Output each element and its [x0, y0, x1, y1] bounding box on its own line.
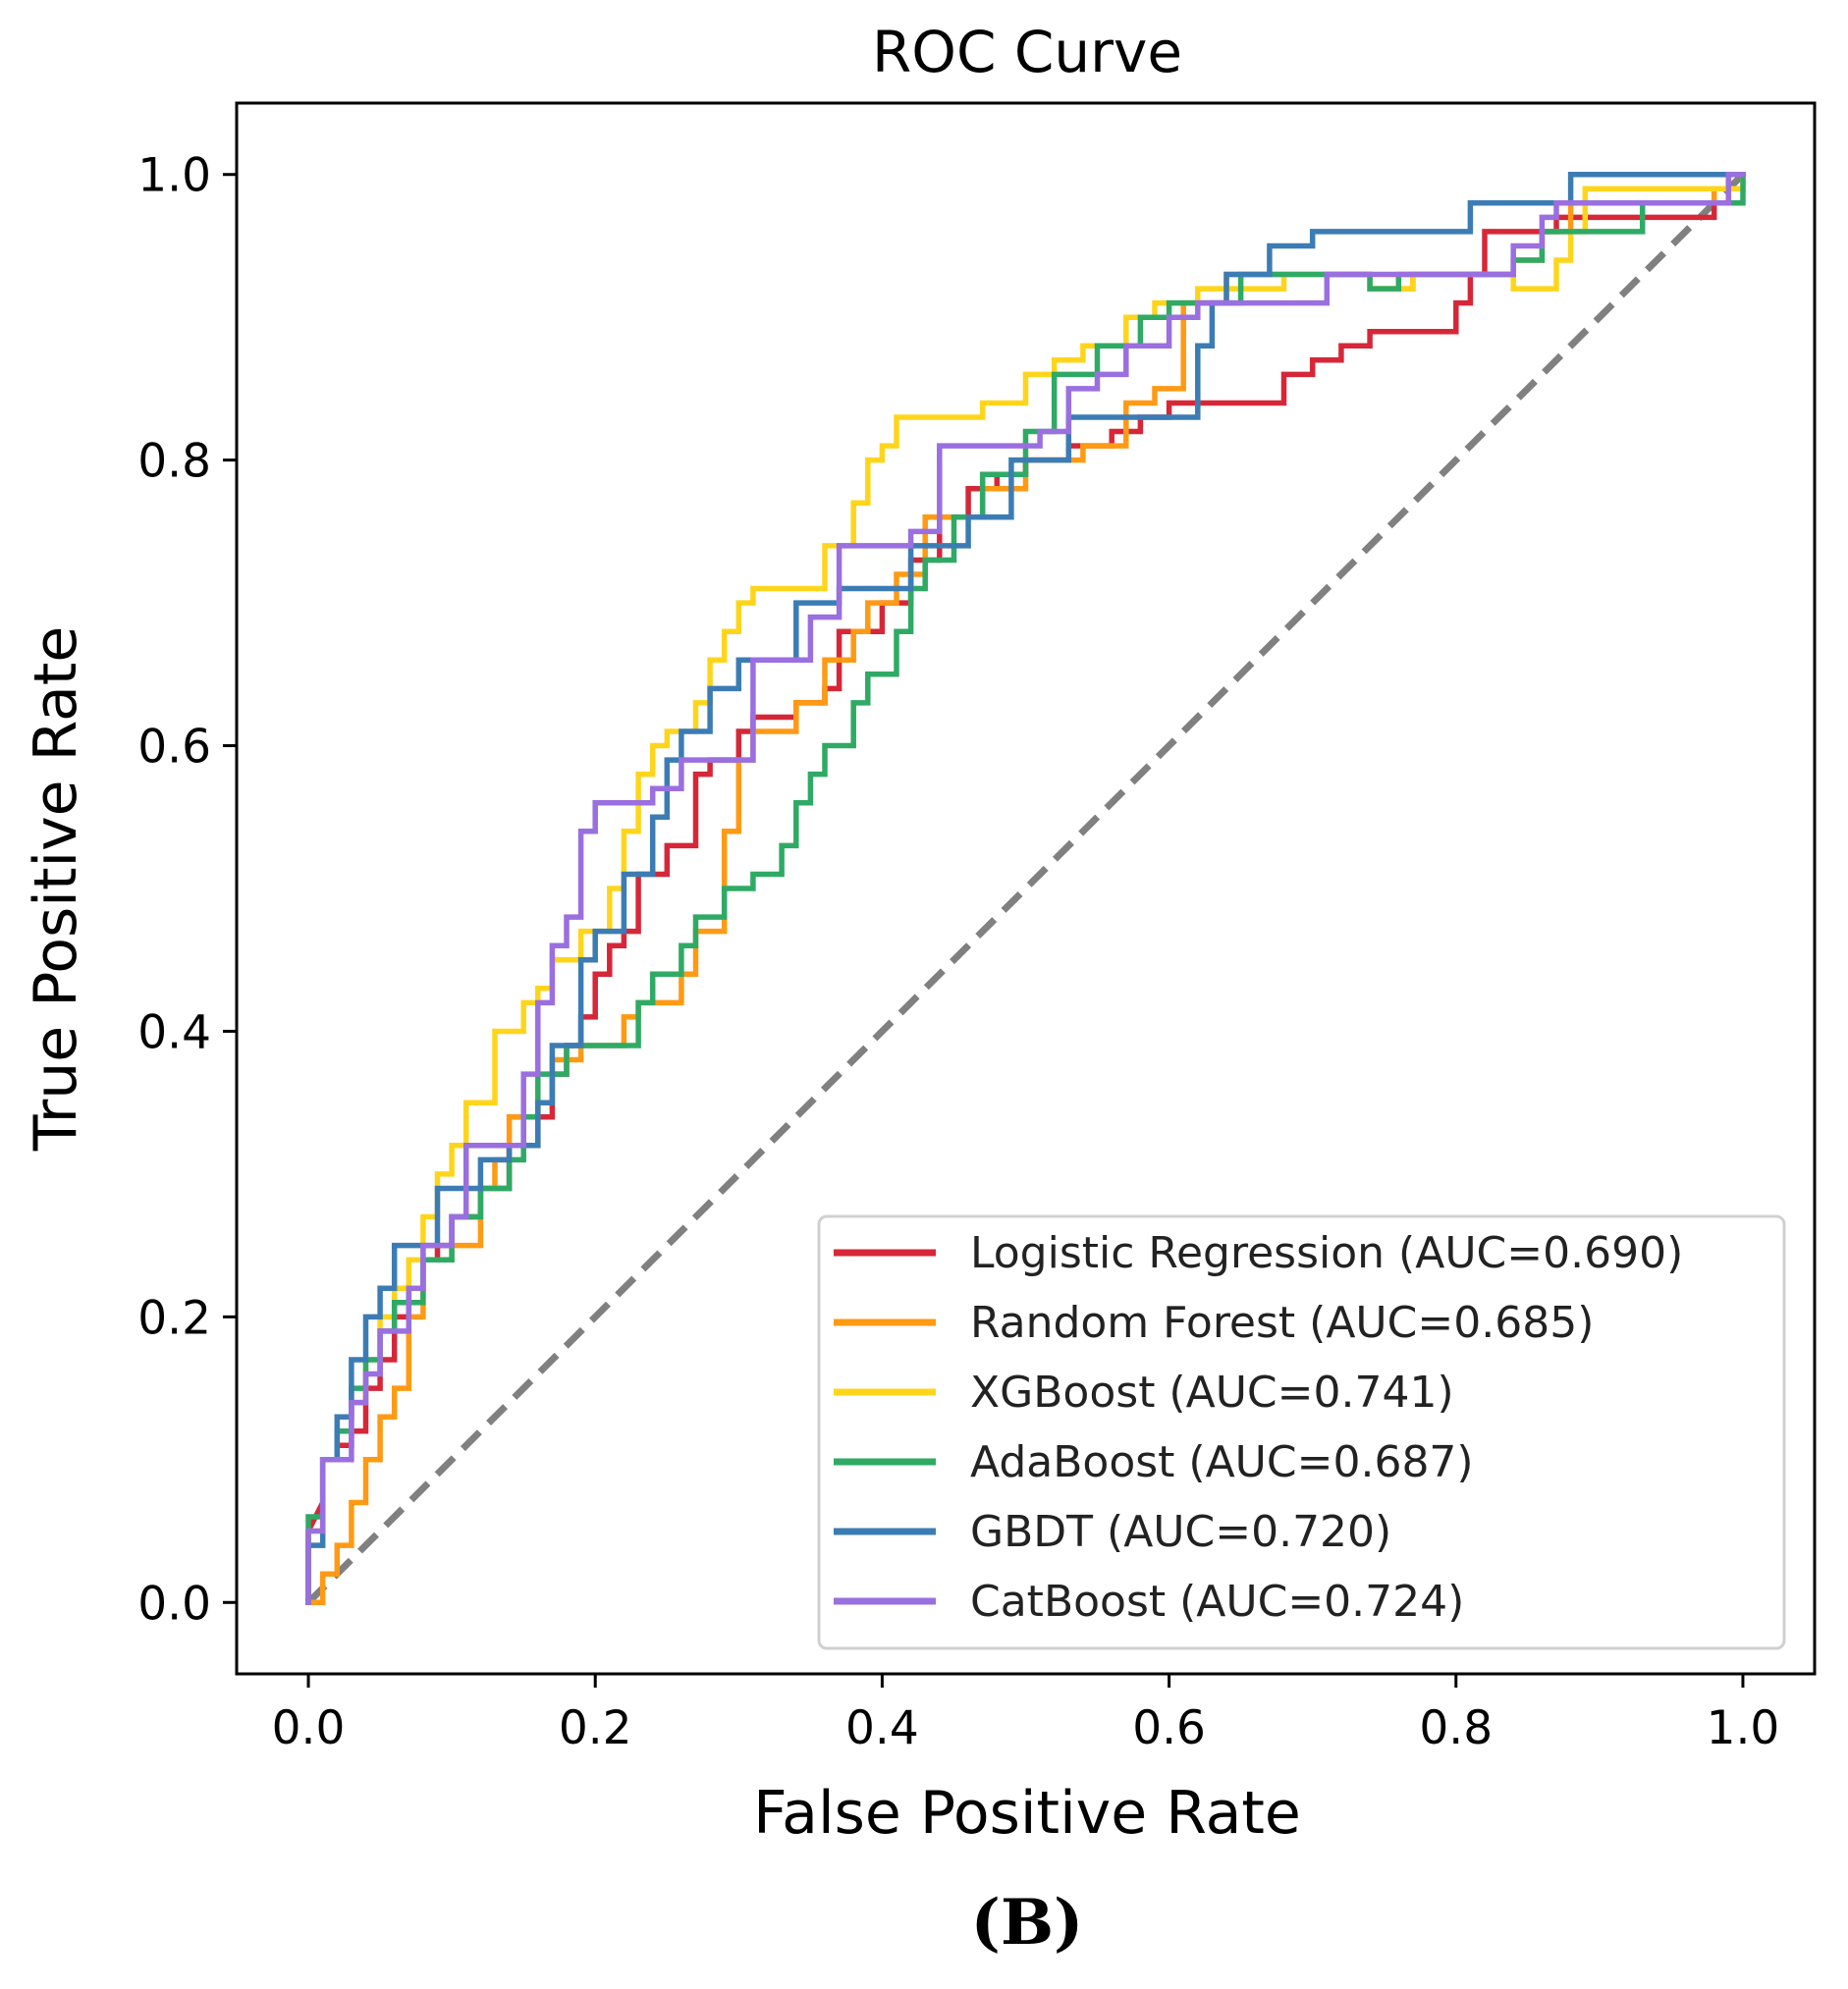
y-tick-label: 0.6 [137, 721, 211, 775]
legend-frame [817, 1214, 1786, 1650]
y-tick-label: 0.4 [137, 1005, 211, 1059]
x-axis: 0.0 0.2 0.4 0.6 0.8 1.0 [272, 1674, 1780, 1755]
panel-label: (B) [971, 1886, 1084, 1960]
legend: Logistic Regression (AUC=0.690) Random Fo… [817, 1214, 1786, 1650]
y-axis: 0.0 0.2 0.4 0.6 0.8 1.0 [137, 149, 237, 1631]
legend-label: Random Forest (AUC=0.685) [970, 1298, 1594, 1348]
legend-label: Logistic Regression (AUC=0.690) [970, 1228, 1683, 1278]
legend-label: GBDT (AUC=0.720) [970, 1507, 1391, 1557]
roc-curve-series-6 [305, 171, 1746, 1606]
y-tick-label: 0.2 [137, 1291, 211, 1345]
x-tick-label: 0.0 [272, 1701, 346, 1755]
chart-title: ROC Curve [872, 19, 1182, 85]
x-tick-label: 1.0 [1707, 1701, 1780, 1755]
x-tick-label: 0.2 [559, 1701, 632, 1755]
legend-label: XGBoost (AUC=0.741) [970, 1368, 1454, 1418]
legend-label: CatBoost (AUC=0.724) [970, 1577, 1464, 1627]
legend-items: Logistic Regression (AUC=0.690) Random Fo… [834, 1228, 1683, 1627]
y-tick-label: 0.8 [137, 435, 211, 489]
y-tick-label: 0.0 [137, 1577, 211, 1631]
y-axis-label: True Positive Rate [22, 626, 90, 1152]
x-tick-label: 0.4 [845, 1701, 919, 1755]
legend-label: AdaBoost (AUC=0.687) [970, 1437, 1474, 1487]
x-tick-label: 0.8 [1419, 1701, 1493, 1755]
y-tick-label: 1.0 [137, 149, 211, 203]
x-axis-label: False Positive Rate [753, 1779, 1301, 1848]
x-tick-label: 0.6 [1132, 1701, 1206, 1755]
roc-curve-series-4 [305, 171, 1746, 1606]
roc-curves [305, 171, 1746, 1606]
chance-diagonal-line [305, 172, 1746, 1605]
